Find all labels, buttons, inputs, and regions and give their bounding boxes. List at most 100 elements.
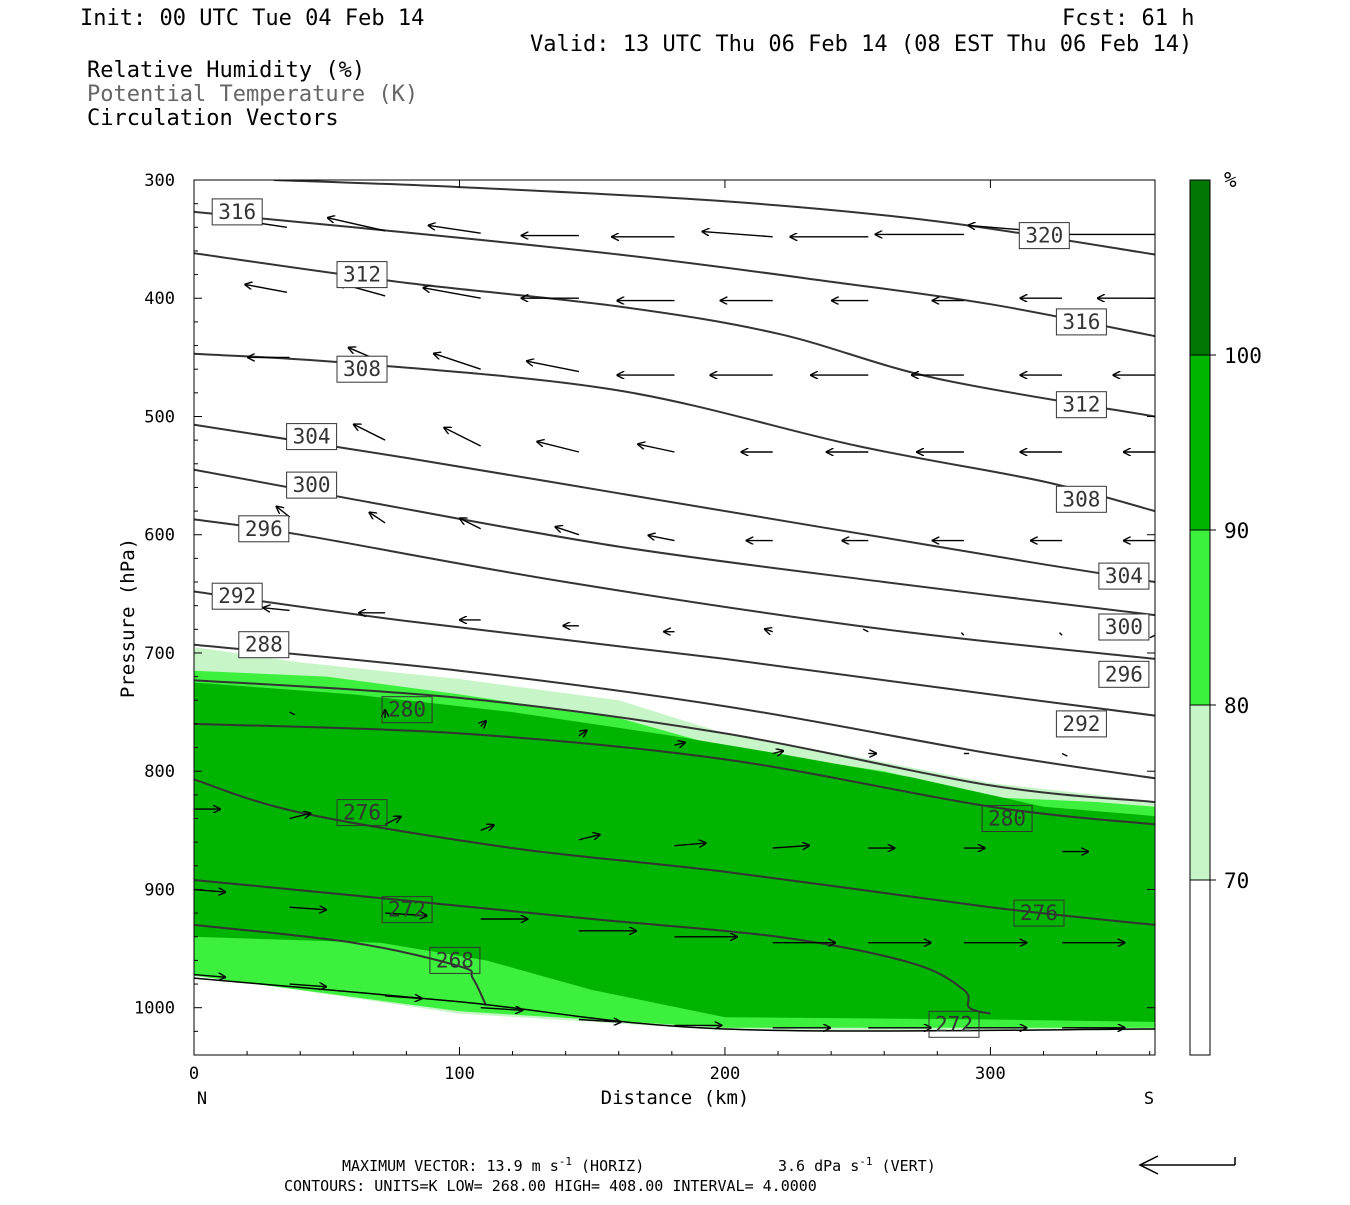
colorbar-level-label: 80 xyxy=(1224,694,1249,718)
circulation-vector xyxy=(429,225,481,234)
theta-label-box xyxy=(238,631,290,659)
circulation-vector xyxy=(460,518,482,530)
theta-label: 316 xyxy=(218,200,256,224)
theta-label-box xyxy=(1055,391,1107,419)
x-axis-title: Distance (km) xyxy=(601,1087,750,1109)
theta-label-box xyxy=(286,423,338,451)
theta-label-box xyxy=(238,515,290,543)
theta-contour-284 xyxy=(194,679,1155,803)
theta-contour-276 xyxy=(194,778,1155,926)
circulation-vector xyxy=(765,629,773,632)
max-vector-horiz: MAXIMUM VECTOR: 13.9 m s-1 (HORIZ) xyxy=(342,1155,644,1175)
y-tick-label: 1000 xyxy=(134,999,175,1019)
theta-label-box xyxy=(336,261,388,289)
theta-label-box xyxy=(928,1010,980,1038)
theta-label: 296 xyxy=(1105,662,1143,686)
theta-label-box xyxy=(1098,660,1150,688)
theta-label-box xyxy=(1018,222,1070,250)
x-axis-north-label: N xyxy=(197,1089,207,1109)
y-tick-label: 900 xyxy=(144,880,175,900)
rh-shading xyxy=(194,647,1155,1031)
theta-label-box xyxy=(381,896,433,924)
circulation-vector xyxy=(384,817,401,826)
valid-time: Valid: 13 UTC Thu 06 Feb 14 (08 EST Thu … xyxy=(530,32,1192,57)
theta-label-box xyxy=(381,696,433,724)
y-tick-label: 800 xyxy=(144,762,175,782)
field-theta: Potential Temperature (K) xyxy=(87,82,418,107)
circulation-vector xyxy=(1059,632,1063,636)
colorbar-band-60 xyxy=(1189,879,1211,1056)
colorbar-band-70 xyxy=(1189,704,1211,881)
theta-label-box xyxy=(1098,613,1150,641)
circulation-vector xyxy=(772,846,809,849)
x-tick-label: 300 xyxy=(975,1064,1006,1084)
circulation-vector xyxy=(556,527,580,536)
colorbar-level-label: 90 xyxy=(1224,519,1249,543)
theta-label: 316 xyxy=(1062,310,1100,334)
field-rh: Relative Humidity (%) xyxy=(87,58,365,83)
theta-label-box xyxy=(1098,562,1150,590)
theta-label-box xyxy=(1055,710,1107,738)
rh-region-90 xyxy=(194,682,1155,1022)
circulation-vector xyxy=(264,608,290,611)
theta-label: 312 xyxy=(343,263,381,287)
theta-contour-268 xyxy=(194,923,487,1006)
field-vectors: Circulation Vectors xyxy=(87,106,339,131)
forecast-hour: Fcst: 61 h xyxy=(1062,6,1194,31)
circulation-vector xyxy=(480,825,494,830)
x-tick-label: 200 xyxy=(710,1064,741,1084)
circulation-vector xyxy=(862,628,869,633)
theta-label: 300 xyxy=(1105,615,1143,639)
circulation-vector xyxy=(578,1020,621,1023)
circulation-vector xyxy=(434,354,481,370)
theta-contour-296 xyxy=(194,518,1155,660)
theta-label: 304 xyxy=(1105,564,1143,588)
circulation-vector xyxy=(649,535,675,542)
theta-labels: 316 312 308 304 300 296 292 288 280 276 272 268 320 3… xyxy=(211,198,1150,1038)
theta-contour-316 xyxy=(194,210,1155,338)
circulation-vector xyxy=(370,513,386,524)
colorbar-level-label: 70 xyxy=(1224,869,1249,893)
max-vector-vert: 3.6 dPa s-1 (VERT) xyxy=(778,1155,936,1175)
circulation-vector xyxy=(527,361,580,373)
circulation-vector xyxy=(424,288,481,299)
y-axis-title: Pressure (hPa) xyxy=(117,538,139,698)
theta-label-box xyxy=(981,805,1033,832)
colorbar-band-100 xyxy=(1189,179,1211,356)
init-time: Init: 00 UTC Tue 04 Feb 14 xyxy=(80,6,424,31)
circulation-vector xyxy=(277,507,291,518)
theta-label-box xyxy=(211,582,263,610)
y-tick-label: 600 xyxy=(144,526,175,546)
circulation-vector xyxy=(578,835,600,841)
x-tick-label: 0 xyxy=(189,1064,199,1084)
theta-label: 292 xyxy=(1062,712,1100,736)
x-axis: 0 100 200 300 xyxy=(189,180,1151,1084)
theta-contour-304 xyxy=(194,423,1155,583)
circulation-vector xyxy=(960,632,965,636)
circulation-vector xyxy=(481,721,486,726)
plot-frame xyxy=(193,179,1156,1056)
circulation-vector xyxy=(674,743,685,746)
theta-label-box xyxy=(1055,308,1107,336)
y-tick-label: 300 xyxy=(144,171,175,191)
theta-label-box xyxy=(429,946,481,974)
circulation-vector xyxy=(245,285,288,293)
circulation-vector xyxy=(328,218,386,232)
circulation-vector xyxy=(772,751,783,754)
reference-vector-icon xyxy=(1138,1155,1236,1175)
circulation-vector xyxy=(480,1008,523,1011)
y-axis: 300 400 500 600 700 800 900 1000 xyxy=(134,171,1155,1032)
theta-label: 272 xyxy=(935,1012,973,1036)
theta-label: 320 xyxy=(1025,224,1063,248)
theta-contour-288 xyxy=(194,643,1155,780)
colorbar-unit: % xyxy=(1224,168,1237,192)
contour-info: CONTOURS: UNITS=K LOW= 268.00 HIGH= 408.… xyxy=(284,1177,817,1195)
circulation-vector xyxy=(289,984,326,987)
circulation-vector xyxy=(289,813,311,820)
theta-label-box xyxy=(1013,899,1065,927)
colorbar-band-90 xyxy=(1189,354,1211,531)
circulation-vector xyxy=(289,907,326,910)
theta-label: 276 xyxy=(343,801,381,825)
circulation-vector xyxy=(537,442,580,453)
